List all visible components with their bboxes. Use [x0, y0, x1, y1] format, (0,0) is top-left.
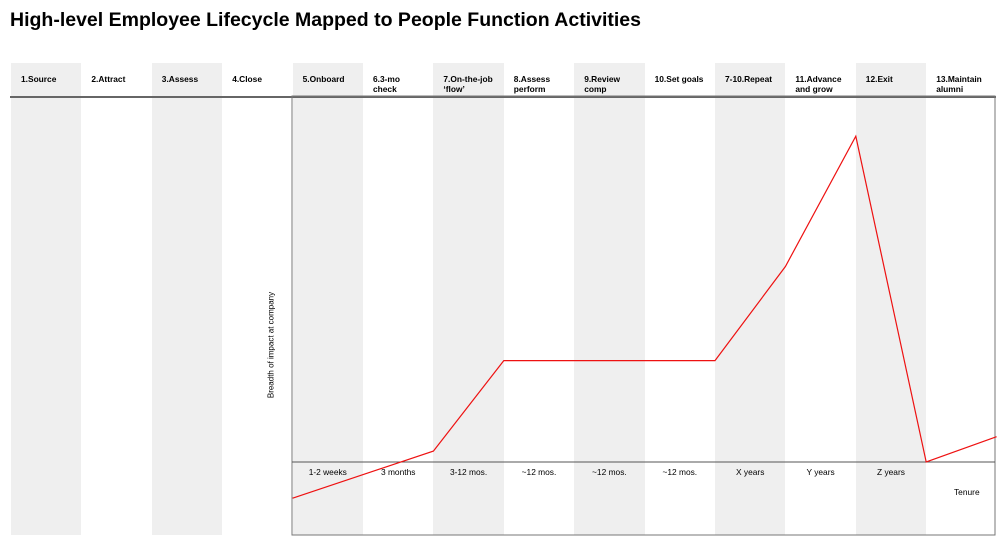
stage-label-5: 5.Onboard [302, 74, 345, 84]
stage-label-3: 3.Assess [161, 74, 199, 84]
stage-column-11 [715, 63, 786, 535]
stage-label-14: 13.Maintain alumni [936, 74, 982, 94]
stage-column-9 [574, 63, 645, 535]
tenure-tick: ~12 mos. [662, 467, 698, 477]
y-axis-label: Breadth of impact at company [266, 291, 276, 399]
stage-label-6: 6.3-mo check [373, 74, 400, 94]
stage-label-2: 2.Attract [91, 74, 126, 84]
tenure-tick: X years [735, 467, 765, 477]
stage-column-3 [151, 63, 223, 535]
stage-label-9: 9.Review comp [584, 74, 621, 94]
tenure-tick: 1-2 weeks [308, 467, 347, 477]
stage-label-12: 11.Advance and grow [795, 74, 842, 94]
tenure-tick: ~12 mos. [592, 467, 627, 477]
tenure-tick: Z years [877, 467, 905, 477]
page-title: High-level Employee Lifecycle Mapped to … [10, 9, 641, 31]
tenure-tick: 3-12 mos. [449, 467, 488, 477]
stage-label-13: 12.Exit [865, 74, 893, 84]
stage-label-10: 10.Set goals [654, 74, 704, 84]
stage-label-4: 4.Close [232, 74, 262, 84]
impact-curve [292, 134, 997, 499]
tenure-tick: 3 months [380, 467, 416, 477]
tenure-tick: Y years [806, 467, 835, 477]
stage-label-7: 7.On-the-job ‘flow’ [443, 74, 493, 94]
x-axis-label: Tenure [954, 487, 980, 497]
tenure-tick: ~12 mos. [521, 467, 557, 477]
stage-column-1 [11, 63, 82, 535]
stage-label-11: 7-10.Repeat [725, 74, 773, 84]
stage-label-1: 1.Source [21, 74, 57, 84]
stage-label-8: 8.Assess perform [513, 74, 551, 94]
stage-column-5 [292, 63, 363, 535]
chart-frame [291, 95, 996, 536]
header-divider [10, 96, 996, 98]
stage-column-7 [433, 63, 504, 535]
